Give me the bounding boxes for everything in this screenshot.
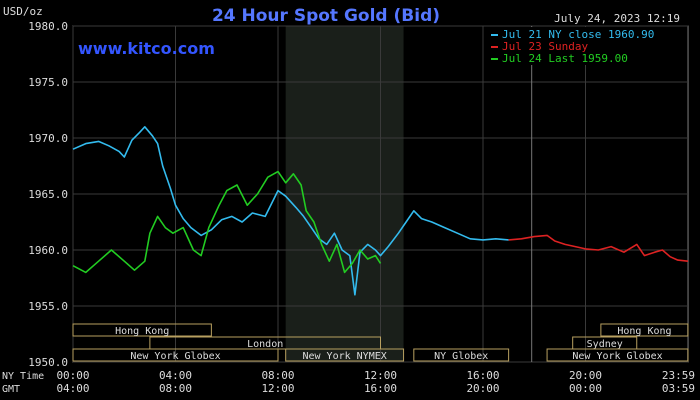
session-label-4: NY Globex <box>434 351 488 362</box>
grid-lines <box>72 25 688 363</box>
market-sessions: Hong Kong London New York Globex New York N… <box>72 323 689 362</box>
x-axis-labels: NY Time GMT 00:0004:0004:0008:0008:0012:… <box>2 369 695 395</box>
session-label-2: New York Globex <box>130 351 220 362</box>
x-tick-gmt-2: 12:00 <box>261 382 294 395</box>
y-tick-label-6: 1980.0 <box>28 20 68 33</box>
series-line-2 <box>72 170 382 274</box>
y-axis-labels: 1950.0 1955.0 1960.0 1965.0 1970.0 1975.0 1980… <box>28 20 68 369</box>
session-box-4 <box>413 348 510 362</box>
ny-time-label: NY Time <box>2 371 44 382</box>
watermark: www.kitco.com <box>78 39 215 58</box>
session-box-2 <box>72 348 279 362</box>
x-tick-gmt-0: 04:00 <box>56 382 89 395</box>
session-label-7: New York Globex <box>572 351 662 362</box>
x-tick-ny-5: 20:00 <box>569 369 602 382</box>
y-tick-label-4: 1970.0 <box>28 132 68 145</box>
x-tick-gmt-6: 03:59 <box>662 382 695 395</box>
x-tick-ny-0: 00:00 <box>56 369 89 382</box>
chart-title: 24 Hour Spot Gold (Bid) <box>212 6 440 26</box>
x-tick-ny-3: 12:00 <box>364 369 397 382</box>
legend-label-0: Jul 21 NY close 1960.90 <box>502 28 654 41</box>
session-label-5: Sydney <box>587 339 623 350</box>
y-tick-label-0: 1950.0 <box>28 356 68 369</box>
x-tick-gmt-4: 20:00 <box>466 382 499 395</box>
timestamp: July 24, 2023 12:19 <box>554 12 680 25</box>
session-label-3: New York NYMEX <box>302 351 386 362</box>
x-tick-ny-6: 23:59 <box>662 369 695 382</box>
unit-label: USD/oz <box>3 5 43 18</box>
session-label-6: Hong Kong <box>617 326 671 337</box>
session-box-7 <box>546 348 689 362</box>
x-tick-gmt-5: 00:00 <box>569 382 602 395</box>
legend-box <box>485 27 687 65</box>
y-tick-label-2: 1960.0 <box>28 244 68 257</box>
x-tick-gmt-3: 16:00 <box>364 382 397 395</box>
session-box-6 <box>600 323 689 337</box>
legend-label-1: Jul 23 Sunday <box>502 40 588 53</box>
x-tick-ny-2: 08:00 <box>261 369 294 382</box>
session-box-3 <box>285 348 405 362</box>
session-box-0 <box>72 323 212 337</box>
y-tick-label-3: 1965.0 <box>28 188 68 201</box>
x-tick-ny-1: 04:00 <box>159 369 192 382</box>
x-tick-gmt-1: 08:00 <box>159 382 192 395</box>
y-tick-label-5: 1975.0 <box>28 76 68 89</box>
series-line-0 <box>72 126 509 296</box>
session-label-0: Hong Kong <box>115 326 169 337</box>
session-label-1: London <box>247 339 283 350</box>
gmt-label: GMT <box>2 384 20 395</box>
x-tick-ny-4: 16:00 <box>466 369 499 382</box>
y-tick-label-1: 1955.0 <box>28 300 68 313</box>
series-line-1 <box>508 234 689 262</box>
price-lines <box>72 126 689 296</box>
legend-label-2: Jul 24 Last 1959.00 <box>502 52 628 65</box>
